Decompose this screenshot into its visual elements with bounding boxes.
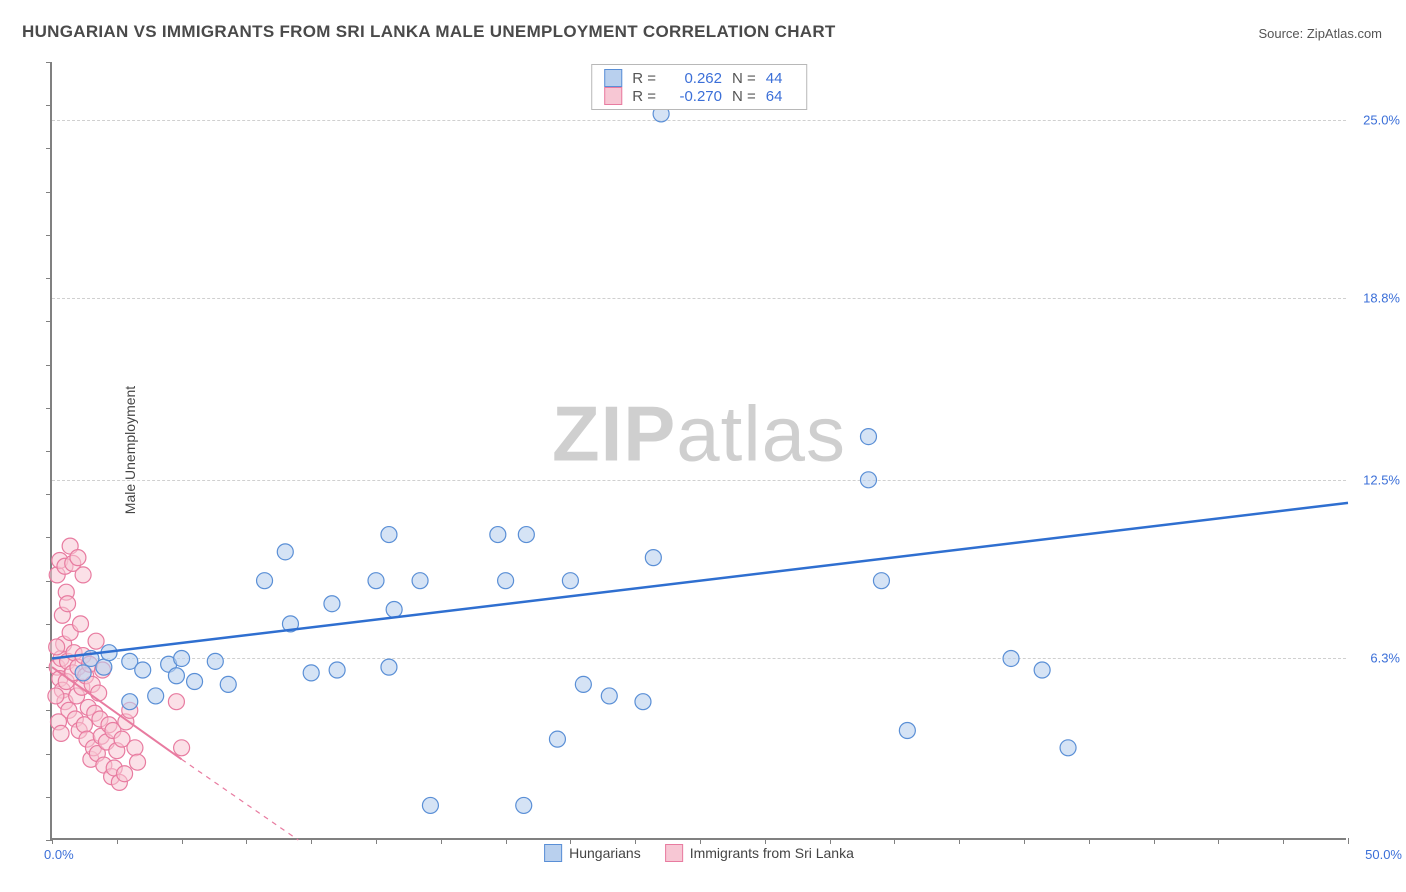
data-point	[127, 740, 143, 756]
r-value: -0.270	[666, 88, 722, 105]
data-point	[135, 662, 151, 678]
data-point	[1060, 740, 1076, 756]
data-point	[490, 527, 506, 543]
correlation-row-hungarian: R = 0.262 N = 44	[604, 69, 794, 87]
correlation-swatch-hungarian	[604, 69, 622, 87]
data-point	[96, 659, 112, 675]
data-point	[386, 601, 402, 617]
data-point	[48, 688, 64, 704]
y-tick-label: 25.0%	[1363, 112, 1400, 127]
y-tick-label: 18.8%	[1363, 291, 1400, 306]
legend: Hungarians Immigrants from Sri Lanka	[544, 844, 854, 862]
data-point	[117, 766, 133, 782]
data-point	[860, 472, 876, 488]
data-point	[381, 659, 397, 675]
data-point	[73, 616, 89, 632]
data-point	[635, 694, 651, 710]
data-point	[368, 573, 384, 589]
legend-label: Hungarians	[569, 845, 641, 861]
data-point	[49, 639, 65, 655]
data-point	[422, 797, 438, 813]
data-point	[148, 688, 164, 704]
data-point	[130, 754, 146, 770]
data-point	[187, 674, 203, 690]
r-label: R =	[632, 70, 656, 87]
data-point	[207, 653, 223, 669]
n-value: 64	[766, 88, 794, 105]
data-point	[88, 633, 104, 649]
data-point	[329, 662, 345, 678]
data-point	[575, 676, 591, 692]
data-point	[122, 694, 138, 710]
data-point	[412, 573, 428, 589]
legend-swatch-sri-lanka	[665, 844, 683, 862]
legend-label: Immigrants from Sri Lanka	[690, 845, 854, 861]
data-point	[168, 694, 184, 710]
n-label: N =	[732, 70, 756, 87]
data-point	[91, 685, 107, 701]
correlation-swatch-sri-lanka	[604, 87, 622, 105]
data-point	[549, 731, 565, 747]
x-axis-max-label: 50.0%	[1365, 847, 1402, 862]
data-point	[257, 573, 273, 589]
data-point	[498, 573, 514, 589]
data-point	[174, 740, 190, 756]
legend-item-sri-lanka: Immigrants from Sri Lanka	[665, 844, 854, 862]
data-point	[60, 596, 76, 612]
data-point	[518, 527, 534, 543]
data-point	[277, 544, 293, 560]
data-point	[873, 573, 889, 589]
n-label: N =	[732, 88, 756, 105]
r-value: 0.262	[666, 70, 722, 87]
data-point	[645, 550, 661, 566]
data-point	[1003, 650, 1019, 666]
data-point	[324, 596, 340, 612]
y-tick-label: 6.3%	[1370, 651, 1400, 666]
data-point	[601, 688, 617, 704]
trend-line-sri-lanka-extrapolated	[182, 759, 299, 840]
chart-title: HUNGARIAN VS IMMIGRANTS FROM SRI LANKA M…	[22, 22, 836, 42]
data-point	[220, 676, 236, 692]
data-point	[1034, 662, 1050, 678]
data-point	[168, 668, 184, 684]
x-axis-min-label: 0.0%	[44, 847, 74, 862]
data-point	[516, 797, 532, 813]
data-point	[381, 527, 397, 543]
legend-item-hungarian: Hungarians	[544, 844, 641, 862]
data-point	[70, 550, 86, 566]
data-point	[75, 665, 91, 681]
scatter-svg	[52, 62, 1346, 838]
y-tick-label: 12.5%	[1363, 472, 1400, 487]
n-value: 44	[766, 70, 794, 87]
data-point	[303, 665, 319, 681]
data-point	[562, 573, 578, 589]
r-label: R =	[632, 88, 656, 105]
trend-line-hungarian	[52, 503, 1348, 659]
data-point	[174, 650, 190, 666]
plot-area: Male Unemployment ZIPatlas 6.3%12.5%18.8…	[50, 62, 1346, 840]
trend-lines	[52, 503, 1348, 840]
data-point	[75, 567, 91, 583]
source-attribution: Source: ZipAtlas.com	[1258, 26, 1382, 41]
hungarian-series	[75, 106, 1076, 814]
correlation-row-sri-lanka: R = -0.270 N = 64	[604, 87, 794, 105]
data-point	[899, 723, 915, 739]
data-point	[53, 725, 69, 741]
correlation-box: R = 0.262 N = 44 R = -0.270 N = 64	[591, 64, 807, 110]
legend-swatch-hungarian	[544, 844, 562, 862]
data-point	[860, 429, 876, 445]
